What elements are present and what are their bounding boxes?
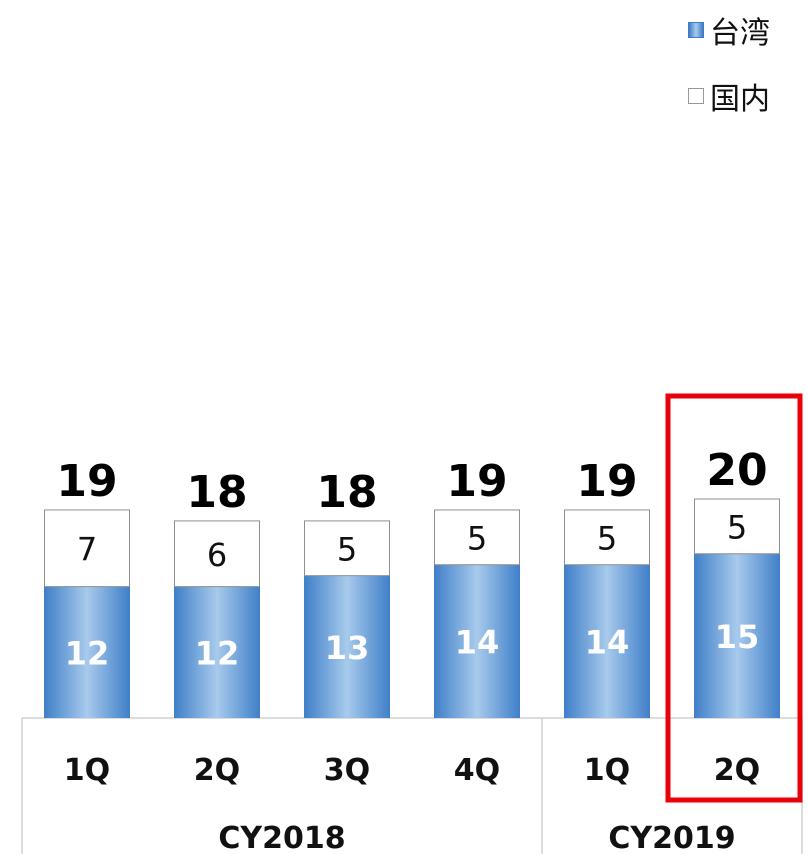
value-label-domestic-5: 5	[727, 508, 747, 546]
highlight-box	[665, 393, 803, 803]
group-label-0: CY2018	[218, 821, 345, 854]
bar-taiwan-1	[174, 586, 260, 718]
legend-item-taiwan: 台湾	[688, 10, 806, 51]
bar-domestic-0	[44, 509, 130, 588]
value-label-taiwan-2: 13	[325, 629, 370, 667]
value-label-taiwan-3: 14	[455, 623, 500, 661]
legend-label-taiwan: 台湾	[710, 16, 770, 51]
value-label-domestic-1: 6	[207, 536, 227, 574]
category-label-5: 2Q	[714, 753, 760, 788]
total-label-1: 18	[186, 467, 247, 518]
value-label-taiwan-0: 12	[65, 634, 110, 672]
value-label-taiwan-1: 12	[195, 634, 240, 672]
bar-taiwan-3	[434, 564, 520, 718]
total-label-4: 19	[576, 456, 637, 507]
legend-swatch-domestic	[688, 88, 704, 104]
category-label-4: 1Q	[584, 753, 630, 788]
bar-domestic-1	[174, 520, 260, 588]
group-label-1: CY2019	[608, 821, 735, 854]
total-label-2: 18	[316, 467, 377, 518]
bar-domestic-4	[564, 509, 650, 566]
category-label-1: 2Q	[194, 753, 240, 788]
bar-taiwan-4	[564, 564, 650, 718]
bar-taiwan-5	[694, 553, 780, 718]
legend-swatch-taiwan	[688, 22, 704, 38]
value-label-domestic-3: 5	[467, 519, 487, 557]
bar-domestic-3	[434, 509, 520, 566]
value-label-domestic-2: 5	[337, 530, 357, 568]
bar-taiwan-2	[304, 575, 390, 718]
category-label-0: 1Q	[64, 753, 110, 788]
category-label-2: 3Q	[324, 753, 370, 788]
bar-taiwan-0	[44, 586, 130, 718]
value-label-domestic-4: 5	[597, 519, 617, 557]
total-label-5: 20	[706, 445, 767, 496]
value-label-taiwan-4: 14	[585, 623, 630, 661]
total-label-0: 19	[56, 456, 117, 507]
value-label-taiwan-5: 15	[715, 618, 760, 656]
bar-domestic-5	[694, 498, 780, 555]
total-label-3: 19	[446, 456, 507, 507]
legend-label-domestic: 国内	[710, 82, 770, 117]
legend-item-domestic: 国内	[688, 76, 806, 117]
category-label-3: 4Q	[454, 753, 500, 788]
bar-domestic-2	[304, 520, 390, 577]
value-label-domestic-0: 7	[77, 530, 97, 568]
